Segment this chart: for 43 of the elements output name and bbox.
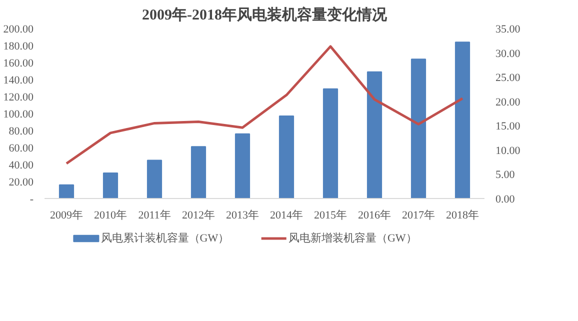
- bar: [410, 58, 426, 198]
- x-tick-label: 2009年: [50, 210, 83, 222]
- legend-label: 风电新增装机容量（GW）: [288, 232, 417, 244]
- x-tick-label: 2017年: [402, 210, 435, 222]
- y-tick-label: 100.00: [3, 108, 34, 120]
- bar: [234, 133, 250, 198]
- y-tick-label: 200.00: [3, 24, 34, 36]
- y2-tick-label: 20.00: [496, 96, 521, 108]
- x-tick-label: 2011年: [138, 210, 171, 222]
- bar: [102, 172, 118, 198]
- bar: [322, 88, 338, 198]
- bar: [366, 71, 382, 198]
- y2-tick-label: 30.00: [496, 48, 521, 60]
- y2-tick-label: 0.00: [496, 194, 516, 206]
- y-tick-label: 20.00: [8, 176, 34, 188]
- y-tick-label: -: [30, 194, 34, 206]
- y-tick-label: 40.00: [8, 160, 34, 172]
- x-tick-label: 2018年: [446, 210, 479, 222]
- y2-tick-label: 10.00: [496, 144, 521, 157]
- x-tick-label: 2016年: [358, 210, 391, 222]
- bar: [58, 184, 74, 198]
- y-tick-label: 120.00: [3, 92, 34, 104]
- y2-tick-label: 35.00: [496, 24, 521, 36]
- y2-tick-label: 5.00: [496, 169, 516, 182]
- bar: [454, 42, 470, 198]
- y-tick-label: 80.00: [8, 126, 34, 138]
- y-tick-label: 160.00: [3, 58, 34, 70]
- x-tick-label: 2012年: [182, 210, 215, 222]
- x-tick-label: 2013年: [226, 210, 259, 222]
- x-tick-label: 2015年: [314, 210, 347, 222]
- y-tick-label: 180.00: [3, 40, 34, 52]
- legend-label: 风电累计装机容量（GW）: [100, 232, 230, 244]
- bar: [146, 160, 162, 198]
- y2-tick-label: 15.00: [496, 120, 521, 133]
- x-tick-label: 2010年: [94, 210, 127, 222]
- y2-tick-label: 25.00: [496, 72, 521, 84]
- bar: [190, 146, 206, 198]
- y-tick-label: 60.00: [8, 142, 34, 154]
- line-series: [65, 45, 464, 165]
- bar: [278, 116, 294, 198]
- y-tick-label: 140.00: [3, 74, 34, 86]
- chart-title: 2009年-2018年风电装机容量变化情况: [142, 6, 388, 24]
- x-tick-label: 2014年: [270, 210, 303, 222]
